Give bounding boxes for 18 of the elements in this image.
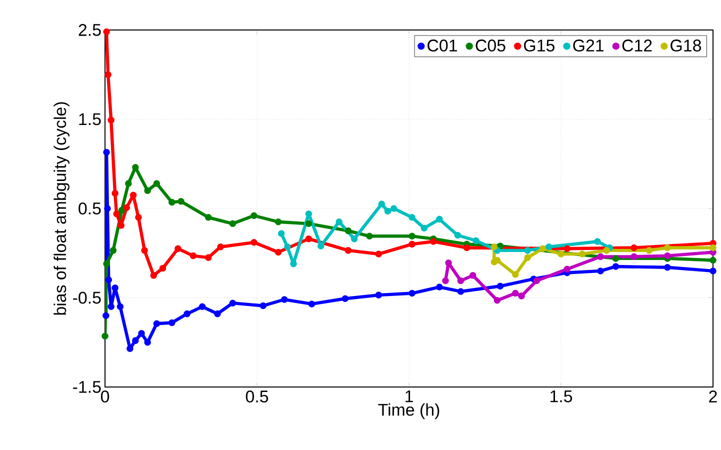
legend-label: C05 xyxy=(476,40,506,52)
legend-label: G18 xyxy=(670,40,702,52)
legend-label: C12 xyxy=(622,40,652,52)
y-tick-label: 1.5 xyxy=(79,113,101,126)
legend-label: G15 xyxy=(524,40,554,52)
y-axis-title: bias of float ambguity (cycle) xyxy=(54,102,70,315)
x-axis-title: Time (h) xyxy=(378,403,440,420)
x-tick-label: 0 xyxy=(100,390,110,402)
y-tick-label: -0.5 xyxy=(73,292,101,304)
legend-label: C01 xyxy=(428,40,457,52)
y-tick-label: -1.5 xyxy=(73,381,101,393)
y-tick-label: 0.5 xyxy=(78,202,101,214)
x-tick-label: 1 xyxy=(406,390,413,402)
y-tick-label: 2.5 xyxy=(78,24,101,36)
x-tick-label: 1.5 xyxy=(550,390,572,402)
x-tick-label: 2 xyxy=(709,390,717,402)
x-tick-label: 0.5 xyxy=(246,390,268,402)
legend-label: G21 xyxy=(573,40,604,52)
